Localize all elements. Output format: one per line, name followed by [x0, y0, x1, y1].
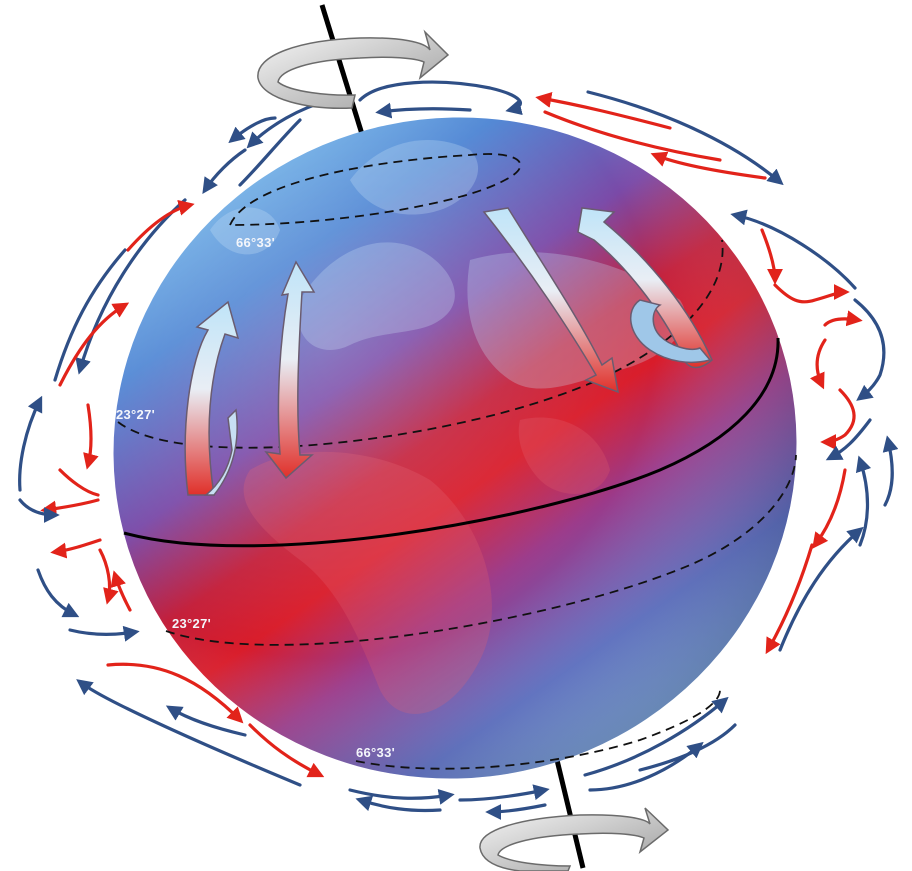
flow-arrow: [535, 92, 672, 130]
flow-arrow: [650, 151, 767, 180]
tropic-south-line: [165, 454, 797, 646]
flow-arrow: [820, 388, 856, 450]
circulation-arrow-icon: [184, 300, 240, 496]
circulation-arrow-icon: [482, 207, 619, 394]
flow-arrow: [58, 468, 100, 497]
label-arctic-circle-north: 66°33': [236, 235, 275, 250]
equator-line: [123, 337, 780, 548]
flow-arrow: [238, 118, 302, 187]
flow-arrow: [882, 435, 899, 507]
flow-arrow: [355, 795, 442, 813]
flow-arrow: [543, 110, 722, 162]
flow-arrow: [586, 90, 784, 186]
flow-arrow: [812, 468, 847, 549]
flow-arrow: [40, 498, 100, 517]
flow-arrow: [126, 199, 195, 252]
flow-arrow: [165, 705, 247, 737]
rotation-arrow-icon: [257, 29, 450, 109]
flow-arrow: [823, 310, 863, 327]
flow-arrow: [53, 248, 127, 382]
arctic-circle-north-line: [228, 153, 522, 226]
rotation-arrow-icon: [479, 807, 670, 871]
flow-arrow: [83, 403, 99, 470]
label-tropic-north: 23°27': [116, 407, 155, 422]
flow-arrow: [50, 538, 102, 559]
flow-arrow: [458, 784, 550, 802]
flow-arrow: [106, 662, 244, 724]
flow-arrow: [730, 209, 857, 290]
flow-arrow: [778, 526, 864, 652]
flow-arrow: [98, 548, 119, 605]
flow-arrow: [348, 788, 455, 805]
rotation-arrows: [257, 29, 670, 871]
flow-arrow: [638, 723, 737, 772]
flow-arrow: [202, 148, 247, 194]
flow-arrow: [18, 395, 43, 492]
label-tropic-south: 23°27': [172, 616, 211, 631]
latitude-labels: 66°33' 23°27' 0° 23°27' 66°33': [88, 235, 395, 760]
flow-arrow: [810, 338, 827, 390]
flow-arrow: [36, 568, 80, 618]
flow-arrow: [485, 803, 547, 820]
flow-arrow: [248, 723, 325, 778]
flow-arrow: [855, 455, 872, 547]
label-arctic-circle-south: 66°33': [356, 745, 395, 760]
flow-arrow: [375, 102, 472, 119]
latitude-lines: [117, 153, 797, 770]
flow-arrow: [825, 418, 872, 461]
flow-arrow: [228, 116, 277, 144]
circulation-arrow-icon: [264, 260, 316, 480]
flow-arrow: [583, 696, 729, 777]
circulation-arrow-icon: [577, 207, 713, 369]
outer-circulation-flows: [18, 80, 899, 820]
flow-arrow: [853, 298, 886, 401]
circulation-arrow-icon: [203, 408, 238, 496]
flow-arrow: [358, 80, 523, 116]
label-equator: 0°: [88, 513, 102, 530]
flow-arrow: [68, 625, 140, 642]
globe: [113, 117, 797, 779]
flow-arrow: [58, 302, 130, 387]
circulation-arrow-icon: [630, 299, 712, 364]
flow-arrow: [76, 679, 302, 787]
flow-arrow: [765, 543, 814, 655]
flow-arrow: [110, 570, 132, 612]
flow-arrow: [18, 498, 60, 523]
flow-arrow: [760, 228, 783, 285]
flow-arrow: [773, 283, 850, 304]
circulation-cells-on-globe: [184, 207, 713, 496]
